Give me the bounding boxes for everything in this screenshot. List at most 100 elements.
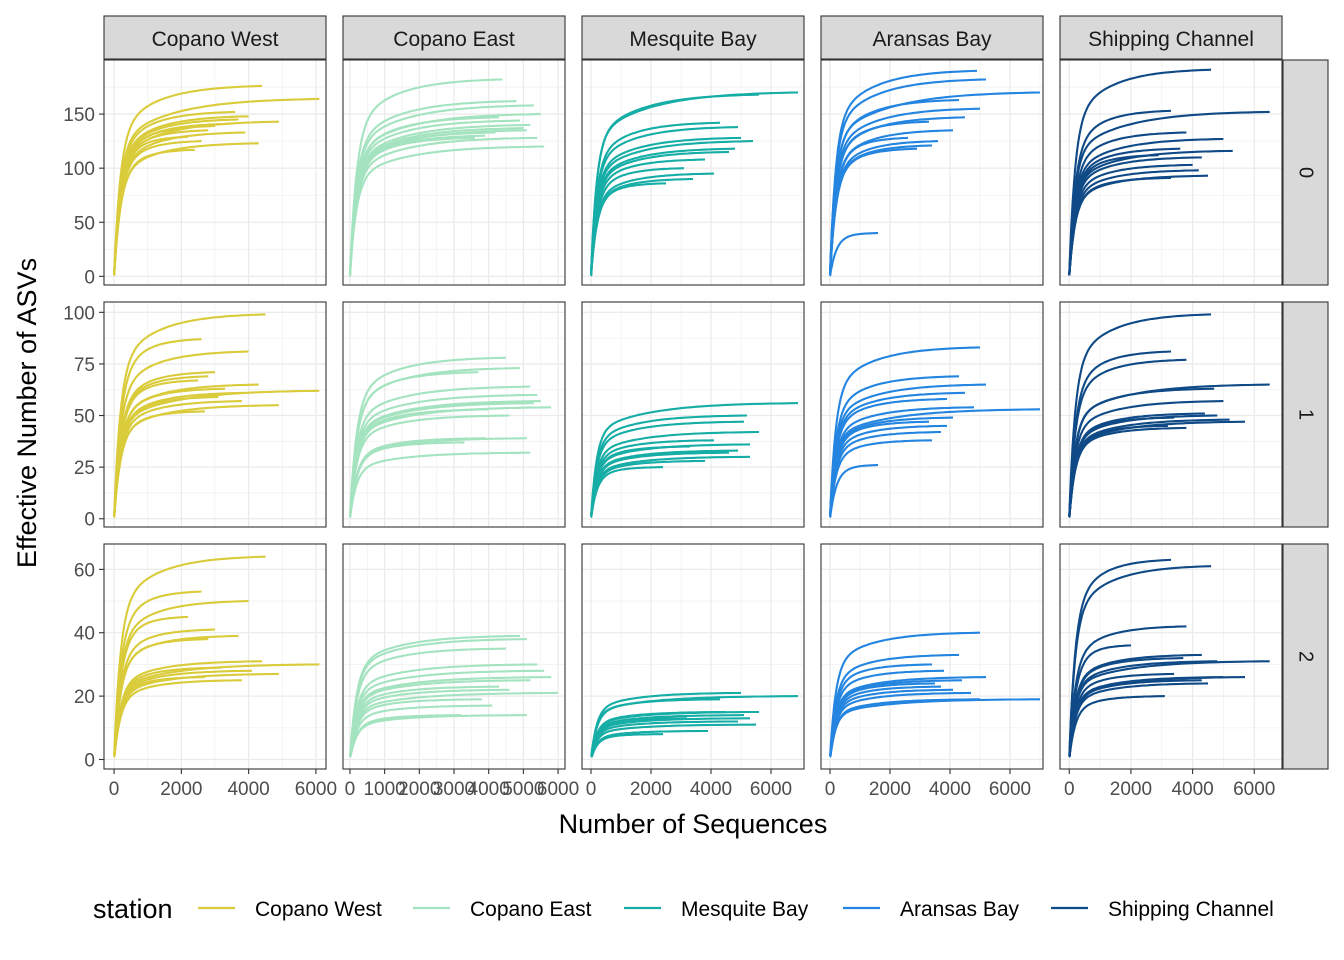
legend-label-mesquite-bay: Mesquite Bay xyxy=(681,898,809,921)
rarefaction-curve xyxy=(589,91,799,276)
x-tick-label: 2000 xyxy=(1110,779,1152,800)
series-copano-west xyxy=(113,313,320,518)
panel-border xyxy=(1059,59,1283,286)
rarefaction-curve xyxy=(829,685,942,758)
y-tick-label: 0 xyxy=(84,510,95,531)
column-strip-label: Aransas Bay xyxy=(872,28,992,51)
x-tick-label: 2000 xyxy=(160,779,202,800)
facet-strips: 0 1 2 Copano West Copano East Mesquite Bay Ara… xyxy=(103,15,1329,770)
x-tick-label: 0 xyxy=(825,779,836,800)
rarefaction-curve xyxy=(590,717,687,758)
y-tick-label: 40 xyxy=(74,624,95,645)
x-tick-label: 4000 xyxy=(227,779,269,800)
panel-shipping-channel-0 xyxy=(1059,59,1283,286)
rarefaction-curve xyxy=(1068,424,1168,518)
row-strip-label: 1 xyxy=(1295,409,1317,420)
y-axis-title: Effective Number of ASVs xyxy=(12,258,42,568)
x-tick-label: 4000 xyxy=(1171,779,1213,800)
series-copano-east xyxy=(348,356,552,518)
series-mesquite-bay xyxy=(590,691,799,758)
rarefaction-curve xyxy=(113,669,252,758)
panel-border xyxy=(342,59,566,286)
facet-panels xyxy=(103,59,1283,770)
legend-label-copano-east: Copano East xyxy=(470,898,592,921)
rarefaction-curve xyxy=(590,167,685,277)
x-tick-label: 0 xyxy=(345,779,356,800)
legend-label-shipping-channel: Shipping Channel xyxy=(1108,898,1274,921)
series-copano-west xyxy=(113,555,320,758)
panel-copano-east-2 xyxy=(342,543,566,770)
panel-border xyxy=(103,59,327,286)
panel-background xyxy=(821,302,1043,527)
series-mesquite-bay xyxy=(589,91,799,277)
row-strip-label: 2 xyxy=(1295,651,1317,662)
y-tick-label: 100 xyxy=(63,303,95,324)
panel-background xyxy=(1060,60,1282,285)
y-tick-label: 50 xyxy=(74,407,95,428)
x-tick-label: 0 xyxy=(1064,779,1075,800)
y-tick-label: 0 xyxy=(84,267,95,288)
series-shipping-channel xyxy=(1068,68,1270,277)
panel-border xyxy=(1059,543,1283,770)
x-axis-title: Number of Sequences xyxy=(559,809,828,839)
panel-shipping-channel-2 xyxy=(1059,543,1283,770)
series-mesquite-bay xyxy=(590,402,799,518)
rarefaction-curve xyxy=(828,136,909,276)
series-aransas-bay xyxy=(829,631,1040,758)
panel-shipping-channel-1 xyxy=(1059,301,1283,528)
x-tick-label: 2000 xyxy=(398,779,440,800)
panel-border xyxy=(103,301,327,528)
series-copano-east xyxy=(348,78,545,277)
panel-border xyxy=(1059,301,1283,528)
rarefaction-curve xyxy=(590,698,720,758)
panel-mesquite-bay-2 xyxy=(581,543,805,770)
y-tick-label: 150 xyxy=(63,105,95,126)
column-strip xyxy=(581,15,805,60)
rarefaction-curve xyxy=(113,387,226,518)
row-strip-label: 0 xyxy=(1295,167,1317,178)
column-strip-label: Copano West xyxy=(152,28,279,51)
x-tick-label: 6000 xyxy=(1233,779,1275,800)
x-tick-label: 0 xyxy=(586,779,597,800)
series-shipping-channel xyxy=(1068,558,1270,758)
column-strip xyxy=(103,15,327,60)
row-strip xyxy=(1282,301,1329,528)
legend-label-aransas-bay: Aransas Bay xyxy=(900,898,1020,921)
y-tick-label: 100 xyxy=(63,159,95,180)
column-strip-label: Mesquite Bay xyxy=(629,28,757,51)
panel-copano-east-1 xyxy=(342,301,566,528)
rarefaction-curve xyxy=(829,439,933,518)
x-tick-label: 4000 xyxy=(468,779,510,800)
rarefaction-curve xyxy=(348,451,531,518)
panel-border xyxy=(820,543,1044,770)
y-tick-label: 60 xyxy=(74,560,95,581)
x-tick-label: 4000 xyxy=(690,779,732,800)
series-aransas-bay xyxy=(829,346,1041,518)
x-tick-label: 5000 xyxy=(502,779,544,800)
column-strip-label: Copano East xyxy=(393,28,515,51)
panel-aransas-bay-2 xyxy=(820,543,1044,770)
y-tick-label: 50 xyxy=(74,213,95,234)
panel-mesquite-bay-0 xyxy=(581,59,805,286)
panel-border xyxy=(342,301,566,528)
y-tick-label: 25 xyxy=(74,458,95,479)
panel-copano-east-0 xyxy=(342,59,566,286)
x-tick-label: 1000 xyxy=(363,779,405,800)
y-tick-label: 20 xyxy=(74,687,95,708)
x-tick-label: 6000 xyxy=(295,779,337,800)
x-tick-label: 2000 xyxy=(869,779,911,800)
rarefaction-curve xyxy=(829,232,878,277)
rarefaction-curve xyxy=(1068,68,1212,276)
row-strip xyxy=(1282,59,1329,286)
rarefaction-curve xyxy=(1068,154,1159,276)
rarefaction-curve xyxy=(348,129,527,277)
rarefaction-curve xyxy=(829,631,981,758)
panel-border xyxy=(581,543,805,770)
panel-border xyxy=(820,301,1044,528)
column-strip-label: Shipping Channel xyxy=(1088,28,1254,51)
panel-border xyxy=(103,543,327,770)
rarefaction-curve xyxy=(113,135,189,276)
x-tick-label: 6000 xyxy=(537,779,579,800)
x-tick-label: 6000 xyxy=(989,779,1031,800)
